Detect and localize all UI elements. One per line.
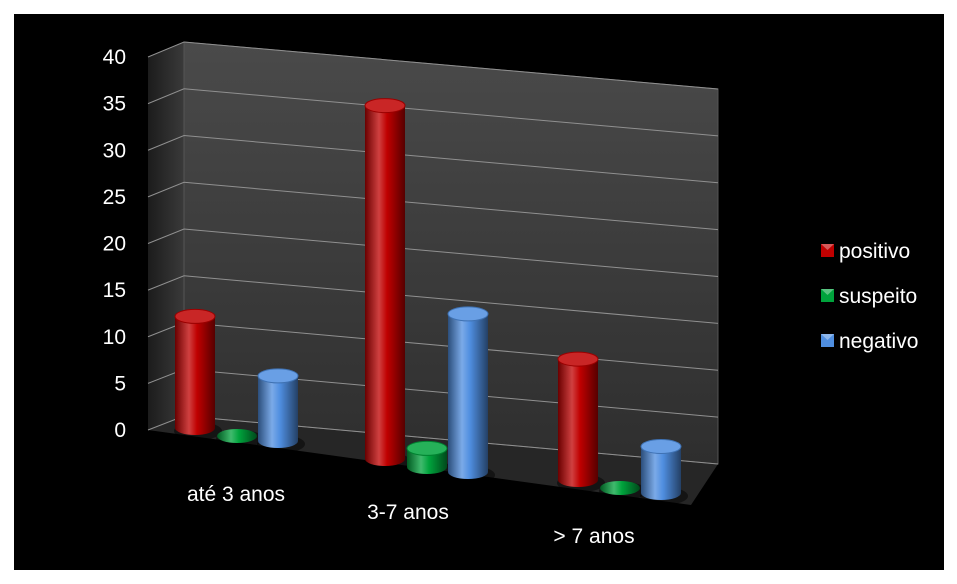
- bar-top: [364, 98, 406, 114]
- y-tick-label: 35: [103, 93, 126, 116]
- x-category-label: até 3 anos: [187, 483, 285, 506]
- gridline: [147, 88, 719, 137]
- y-axis-ticks: 0 5 10 15 20 25 30 35 40: [103, 46, 126, 442]
- bar-suspeito-0: [216, 429, 264, 448]
- legend: positivo suspeito negativo: [821, 240, 918, 353]
- bars: [174, 98, 688, 505]
- legend-swatch-highlight: [821, 334, 834, 340]
- bar-body: [258, 375, 298, 448]
- y-tick-label: 25: [103, 186, 126, 209]
- x-axis-labels: até 3 anos 3-7 anos > 7 anos: [187, 483, 635, 548]
- bar-body: [558, 359, 598, 487]
- bar-positivo-0: [174, 308, 222, 440]
- legend-swatch-highlight: [821, 244, 834, 250]
- legend-swatch: [821, 244, 834, 257]
- bar-top: [640, 439, 682, 454]
- gridline: [147, 181, 719, 231]
- y-tick-label: 40: [103, 46, 126, 69]
- gridline: [147, 275, 719, 324]
- y-tick-label: 30: [103, 139, 126, 162]
- y-tick-label: 20: [103, 233, 126, 256]
- bar-body: [641, 446, 681, 500]
- x-category-label: 3-7 anos: [367, 501, 449, 524]
- gridline: [147, 228, 719, 277]
- bar-top: [257, 368, 299, 384]
- bar-top: [557, 351, 599, 367]
- bar-top: [406, 440, 448, 456]
- bar-disk: [600, 481, 640, 495]
- bar-negativo-1: [447, 306, 495, 484]
- bar-body: [175, 316, 215, 435]
- gridline: [147, 134, 719, 184]
- bar-top: [447, 306, 489, 322]
- bar-positivo-1: [364, 98, 412, 471]
- legend-item-positivo: positivo: [821, 240, 910, 263]
- bar-positivo-2: [557, 351, 605, 492]
- bar-disk: [217, 429, 257, 443]
- gridline: [147, 41, 719, 90]
- bar-negativo-0: [257, 368, 305, 453]
- bar-negativo-2: [640, 439, 688, 505]
- legend-swatch-highlight: [821, 289, 834, 295]
- bar-top: [174, 308, 216, 324]
- legend-swatch: [821, 334, 834, 347]
- legend-item-negativo: negativo: [821, 330, 918, 353]
- y-tick-label: 0: [114, 419, 126, 442]
- gridlines: [147, 41, 719, 465]
- y-tick-label: 10: [103, 326, 126, 349]
- chart-area: 0 5 10 15 20 25 30 35 40 até 3 anos 3-7 anos > 7 a…: [14, 14, 944, 570]
- legend-label: positivo: [839, 240, 910, 263]
- chart-svg: 0 5 10 15 20 25 30 35 40 até 3 anos 3-7 anos > 7 a…: [103, 41, 918, 548]
- bar-body: [365, 105, 405, 466]
- legend-swatch: [821, 289, 834, 302]
- y-tick-label: 15: [103, 279, 126, 302]
- bar-suspeito-2: [599, 481, 647, 500]
- bar-suspeito-1: [406, 440, 454, 479]
- x-category-label: > 7 anos: [553, 525, 634, 548]
- legend-label: negativo: [839, 330, 918, 353]
- y-tick-label: 5: [114, 372, 126, 395]
- legend-item-suspeito: suspeito: [821, 285, 917, 308]
- bar-body: [448, 313, 488, 479]
- legend-label: suspeito: [839, 285, 917, 308]
